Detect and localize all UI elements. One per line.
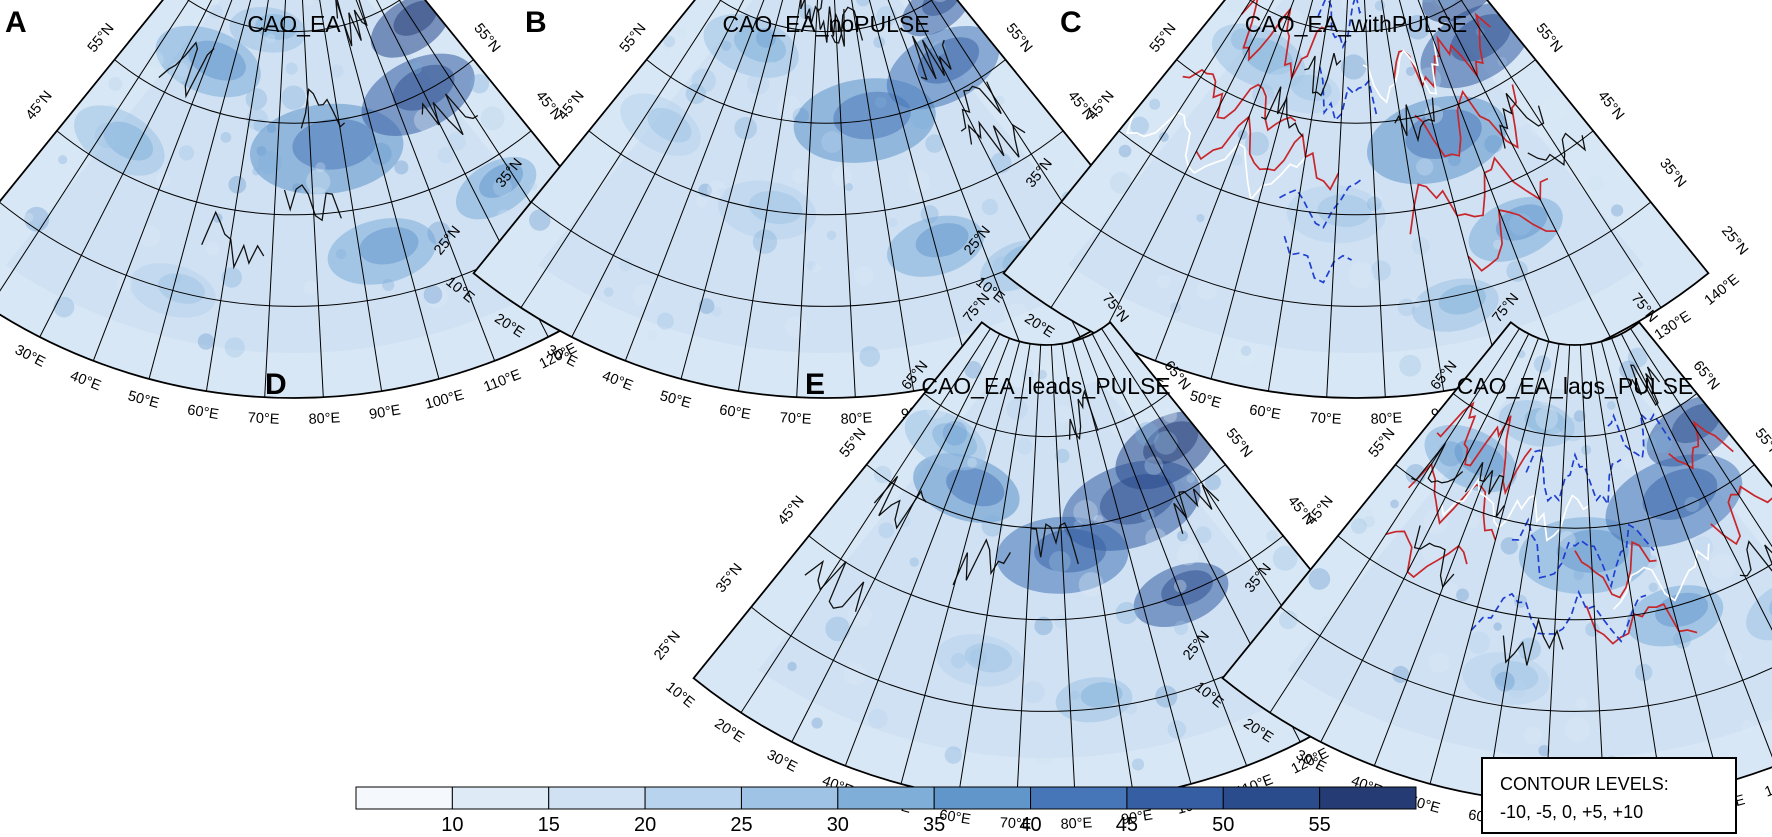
lat-tick-label-left: 45°N — [775, 493, 808, 528]
panel-letter: A — [5, 6, 27, 39]
lat-tick-label-left: 45°N — [555, 88, 588, 123]
colorbar-swatch — [1222, 786, 1321, 810]
lon-tick-label: 60°E — [938, 807, 972, 828]
colorbar: 10 15 20 25 30 35 40 45 50 55 — [355, 786, 1417, 836]
colorbar-tick-label: 15 — [538, 814, 560, 836]
map-border — [1221, 321, 1772, 804]
panel-letter: B — [525, 6, 547, 39]
graticule — [1050, 0, 1662, 398]
colorbar-swatch — [740, 786, 839, 810]
panel-title: CAO_EA_withPULSE — [1245, 11, 1467, 37]
colorbar-swatch — [644, 786, 742, 810]
lon-tick-label: 10°E — [663, 679, 698, 712]
colorbar-tick-label: 10 — [441, 814, 463, 836]
lon-tick-label: 60°E — [718, 402, 752, 423]
lon-tick-label: 80°E — [1060, 815, 1093, 833]
lon-tick-label: 70°E — [1309, 410, 1342, 428]
graticule — [1269, 328, 1772, 803]
lat-tick-label-left: 55°N — [85, 21, 118, 56]
lon-tick-label: 80°E — [1370, 410, 1403, 428]
lat-tick-label-right: 55°N — [1751, 426, 1772, 461]
anomaly-contours — [1126, 0, 1557, 284]
lon-tick-label: 80°E — [308, 410, 341, 428]
lat-tick-label-left: 45°N — [23, 88, 56, 123]
panel-title: CAO_EA_noPULSE — [722, 11, 929, 37]
lon-tick-label: 60°E — [1248, 402, 1282, 423]
graticule — [520, 0, 1132, 398]
lon-tick-label: 40°E — [68, 368, 104, 394]
lat-tick-label-left: 35°N — [713, 561, 746, 596]
lat-tick-label-left: 25°N — [651, 628, 684, 663]
map-panel-a: 10°E20°E30°E40°E50°E60°E70°E80°E90°E100°… — [0, 0, 689, 428]
colorbar-swatch — [548, 786, 646, 810]
colorbar-tick-label: 30 — [827, 814, 849, 836]
lon-tick-label: 50°E — [126, 388, 161, 412]
lat-tick-label-left: 55°N — [1147, 21, 1180, 56]
lon-tick-label: 70°E — [247, 410, 280, 428]
lat-tick-label-right: 25°N — [1718, 223, 1751, 258]
lon-tick-label: 110°E — [482, 367, 524, 396]
lat-tick-label-left: 55°N — [837, 426, 870, 461]
lon-tick-label: 20°E — [712, 716, 747, 747]
colorbar-swatch — [1030, 786, 1128, 810]
map-panel-d: 10°E 20°E 30°E 40°E 50°E 60°E 70°E 80°E 90°E 100°… — [265, 290, 1441, 832]
lat-tick-label-right: 45°N — [1594, 88, 1627, 123]
graticule — [740, 328, 1352, 803]
contour-legend-box: CONTOUR LEVELS: -10, -5, 0, +5, +10 — [1481, 757, 1737, 834]
panel-letter: C — [1060, 6, 1082, 39]
lon-tick-label: 90°E — [368, 402, 402, 423]
panel-letter: E — [805, 368, 825, 401]
lon-tick-label: 70°E — [779, 410, 812, 428]
colorbar-tick-label: 45 — [1116, 814, 1138, 836]
lat-tick-label-right: 55°N — [1002, 21, 1035, 56]
colorbar-swatch — [933, 786, 1032, 810]
lon-tick-label: 40°E — [600, 368, 636, 394]
lon-tick-label: 90°E — [1120, 807, 1154, 828]
map-border — [0, 0, 648, 399]
anomaly-contours — [1385, 401, 1772, 645]
colorbar-tick-label: 20 — [634, 814, 656, 836]
lat-tick-label-right: 55°N — [1222, 426, 1255, 461]
lat-tick-label-left: 45°N — [1085, 88, 1118, 123]
lat-tick-label-left: 55°N — [617, 21, 650, 56]
lat-tick-label-right: 55°N — [1532, 21, 1565, 56]
lat-tick-label-left: 45°N — [1304, 493, 1337, 528]
lon-tick-label: 100°E — [423, 387, 466, 413]
colorbar-swatch — [355, 786, 453, 810]
colorbar-swatch — [1126, 786, 1224, 810]
colorbar-tick-label: 35 — [923, 814, 945, 836]
lat-tick-label-left: 55°N — [1366, 426, 1399, 461]
colorbar-tick-label: 40 — [1019, 814, 1041, 836]
lon-tick-label: 70°E — [999, 815, 1032, 833]
colorbar-tick-label: 50 — [1212, 814, 1234, 836]
lat-tick-label-right: 65°N — [1690, 358, 1723, 393]
colorbar-swatch — [451, 786, 550, 810]
lat-tick-label-right: 35°N — [1656, 156, 1689, 191]
colorbar-tick-label: 55 — [1309, 814, 1331, 836]
lon-tick-label: 80°E — [840, 410, 873, 428]
lon-tick-label: 30°E — [12, 342, 48, 371]
map-fill — [1222, 322, 1772, 803]
panel-title: CAO_EA — [247, 11, 341, 37]
contour-legend-title: CONTOUR LEVELS: — [1500, 774, 1669, 794]
colorbar-tick-label: 25 — [730, 814, 752, 836]
panel-title: CAO_EA_lags_PULSE — [1457, 373, 1694, 399]
lon-tick-label: 60°E — [186, 402, 220, 423]
panel-title: CAO_EA_leads_PULSE — [921, 373, 1170, 399]
colorbar-swatch — [1319, 786, 1417, 810]
lon-tick-label: 50°E — [1188, 388, 1223, 412]
colorbar-swatch — [837, 786, 935, 810]
map-border — [692, 321, 1400, 804]
lon-tick-label: 30°E — [764, 747, 800, 776]
coastlines — [804, 389, 1220, 612]
coastlines — [1411, 364, 1772, 666]
lat-tick-label-right: 55°N — [470, 21, 503, 56]
lon-tick-label: 110°E — [1763, 772, 1772, 801]
panel-letter: D — [265, 368, 287, 401]
lon-tick-label: 140°E — [1702, 271, 1743, 309]
contour-legend-levels: -10, -5, 0, +5, +10 — [1500, 802, 1643, 822]
lon-tick-label: 50°E — [658, 388, 693, 412]
